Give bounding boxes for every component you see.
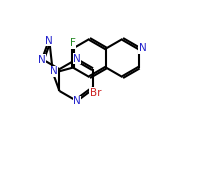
Text: N: N xyxy=(50,66,58,76)
Text: N: N xyxy=(139,43,146,54)
Text: N: N xyxy=(73,54,81,64)
Text: F: F xyxy=(70,38,76,48)
Text: N: N xyxy=(45,36,52,46)
Text: Br: Br xyxy=(90,88,101,98)
Text: N: N xyxy=(38,55,46,65)
Text: N: N xyxy=(73,96,81,106)
